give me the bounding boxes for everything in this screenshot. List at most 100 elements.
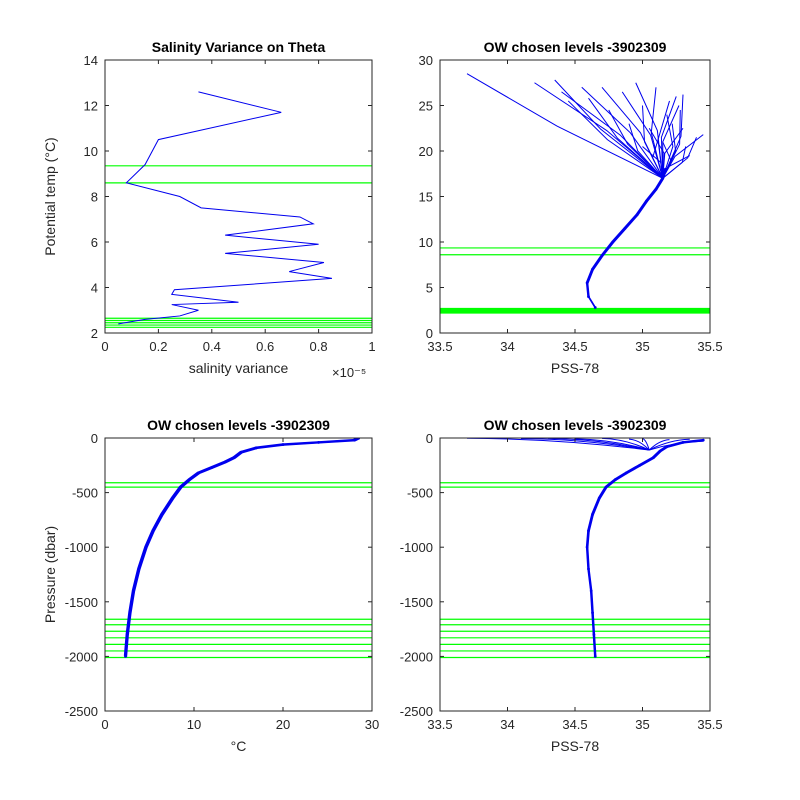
p1-plot-area [105, 91, 372, 328]
p2-profile-branch-28 [652, 137, 664, 179]
p4-xtick-label-1: 34 [500, 717, 514, 732]
p4-surface-profile-6 [642, 438, 650, 451]
p3-ytick-label-5: 0 [91, 431, 98, 446]
p2-series-point-5 [611, 240, 615, 244]
p4-plot-area [440, 438, 710, 659]
p3-series-point-0 [124, 655, 127, 658]
p2-series-point-9 [654, 187, 658, 191]
p2-xtick-label-2: 34.5 [562, 339, 587, 354]
p3-ylabel: Pressure (dbar) [42, 526, 58, 623]
p4-title: OW chosen levels -3902309 [484, 417, 667, 433]
p1-series-line-0-0 [118, 91, 333, 325]
p4-surface-profile-4 [601, 438, 650, 451]
p4-surface-profile-9 [649, 440, 704, 451]
p1-ytick-label-3: 8 [91, 190, 98, 205]
p4-panel: 33.5 34 34.5 35 35.5 -2500 -2000 -1500 -1000 -500… [400, 417, 723, 754]
p3-xtick-label-0: 0 [101, 717, 108, 732]
p4-xtick-label-3: 35 [635, 717, 649, 732]
p3-series-point-1 [125, 633, 129, 636]
p2-title: OW chosen levels -3902309 [484, 39, 667, 55]
p2-profile-branch-6 [588, 97, 664, 179]
p1-xtick-label-5: 1 [368, 339, 375, 354]
p4-series-point-0 [593, 655, 597, 658]
p2-ytick-label-6: 30 [419, 53, 433, 68]
p3-xtick-label-3: 30 [365, 717, 379, 732]
p2-series-point-1 [587, 295, 590, 298]
p1-xtick-label-0: 0 [101, 339, 108, 354]
p4-surface-profile-2 [547, 438, 650, 451]
p4-ytick-label-4: -500 [407, 486, 433, 501]
p3-series-point-8 [171, 496, 175, 500]
p1-xscale-note: ×10⁻⁵ [332, 365, 366, 380]
p2-profile-branch-29 [642, 146, 664, 179]
p4-xtick-label-4: 35.5 [697, 717, 722, 732]
p3-xtick-label-1: 10 [187, 717, 201, 732]
p4-ytick-label-1: -2000 [400, 649, 433, 664]
p4-series-point-6 [587, 529, 590, 533]
p4-series-point-7 [591, 513, 594, 516]
p4-surface-profile-5 [628, 438, 650, 451]
p4-ytick-label-2: -1500 [400, 595, 433, 610]
p2-profile-branch-23 [662, 137, 697, 179]
p1-xtick-label-4: 0.8 [310, 339, 328, 354]
p2-profile-branch-14 [650, 87, 664, 179]
p1-ytick-label-2: 6 [91, 235, 98, 250]
p4-series-point-9 [604, 485, 608, 489]
p3-plot-area [105, 438, 372, 659]
p3-panel: 0 10 20 30 -2500 -2000 -1500 -1000 -500 0 OW chose… [42, 417, 379, 754]
p4-xlabel: PSS-78 [551, 738, 599, 754]
p2-series-point-3 [591, 267, 594, 271]
p2-xtick-label-3: 35 [635, 339, 649, 354]
p2-series-point-6 [623, 226, 627, 230]
p2-series-point-7 [635, 213, 639, 217]
p2-series-point-11 [664, 167, 667, 171]
p3-series-point-6 [151, 529, 155, 533]
p4-series-point-3 [589, 589, 593, 593]
p2-xtick-label-4: 35.5 [697, 339, 722, 354]
p2-ytick-label-5: 25 [419, 99, 433, 114]
p2-profile-branch-0 [466, 73, 663, 179]
p1-xtick-label-3: 0.6 [256, 339, 274, 354]
p3-series-point-12 [210, 466, 214, 469]
p1-xlabel: salinity variance [189, 360, 289, 376]
p3-series-point-2 [128, 611, 132, 615]
p4-series-point-13 [651, 456, 655, 460]
p4-series-point-12 [638, 463, 642, 467]
p3-ytick-label-0: -2500 [65, 704, 98, 719]
p2-profile-branch-25 [662, 94, 684, 179]
p1-ytick-label-0: 2 [91, 326, 98, 341]
p3-title: OW chosen levels -3902309 [147, 417, 330, 433]
p2-xlabel: PSS-78 [551, 360, 599, 376]
p4-series-point-14 [658, 449, 662, 453]
p3-axes-box [104, 437, 373, 712]
p1-xtick-label-1: 0.2 [149, 339, 167, 354]
p3-ytick-label-1: -2000 [65, 649, 98, 664]
p4-surface-profile-3 [574, 438, 650, 451]
p2-ytick-label-2: 10 [419, 235, 433, 250]
p2-series-point-2 [585, 281, 589, 285]
p2-profile-branch-24 [662, 134, 704, 179]
p2-ytick-label-1: 5 [426, 281, 433, 296]
p4-series-point-2 [591, 611, 594, 615]
p3-xtick-label-2: 20 [276, 717, 290, 732]
p3-series-point-14 [232, 456, 236, 460]
p2-profile-branch-5 [581, 86, 664, 179]
p4-xtick-label-2: 34.5 [562, 717, 587, 732]
p3-series-point-19 [352, 438, 356, 442]
p1-xtick-label-2: 0.4 [203, 339, 221, 354]
p2-series-point-8 [645, 199, 648, 203]
p2-xtick-label-1: 34 [500, 339, 514, 354]
p1-ytick-label-4: 10 [84, 144, 98, 159]
p4-surface-profile-7 [648, 439, 670, 451]
p2-profile-branch-2 [554, 79, 664, 179]
p1-title: Salinity Variance on Theta [152, 39, 326, 55]
p2-profile-branch-20 [662, 127, 684, 179]
p1-ylabel: Potential temp (°C) [42, 137, 58, 255]
p3-ytick-label-3: -1000 [65, 540, 98, 555]
p2-series-point-0 [593, 306, 597, 309]
p3-series-point-15 [239, 450, 243, 454]
p2-ytick-label-0: 0 [426, 326, 433, 341]
p4-series-line-0-4 [587, 440, 705, 658]
